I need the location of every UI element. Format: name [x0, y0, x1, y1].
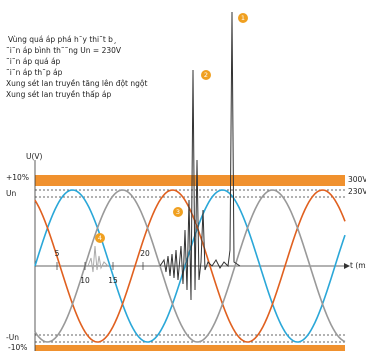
- x-label: t (ms): [350, 261, 366, 270]
- legend-item: Vùng quá áp phá h¯y thi˜t b¸: [8, 35, 117, 44]
- y-label: U(V): [26, 152, 43, 161]
- markers: 1 2 3 4: [95, 13, 248, 243]
- marker-label: 2: [204, 71, 208, 79]
- sine-wave: [34, 189, 346, 343]
- overvoltage-band: [35, 345, 345, 351]
- small-surge: [87, 245, 109, 273]
- level-label: -Un: [6, 333, 19, 342]
- legend-item: Xung sét lan truyền thấp áp: [6, 90, 111, 99]
- ticks: [56, 262, 144, 270]
- legend-item: Xung sét lan truyền tăng lên đột ngột: [6, 79, 147, 88]
- level-label: 300V: [348, 175, 366, 184]
- legend: Vùng quá áp phá h¯y thi˜t b¸ ˜i˜n áp bìn…: [6, 35, 147, 99]
- marker-label: 3: [176, 208, 180, 216]
- legend-item: ˜i˜n áp bình th˜˜ng Un = 230V: [6, 46, 122, 55]
- overvoltage-band: [35, 175, 345, 186]
- marker-label: 1: [241, 14, 245, 22]
- surge: [159, 11, 241, 301]
- tick-label: 15: [108, 276, 118, 285]
- level-label: 230V: [348, 187, 366, 196]
- level-label: +10%: [6, 173, 29, 182]
- marker-label: 4: [98, 234, 102, 242]
- tick-label: 20: [140, 249, 150, 258]
- legend-item: ˜i˜n áp quá áp: [6, 57, 61, 66]
- level-label: -10%: [8, 343, 27, 351]
- legend-item: ˜i˜n áp th˜p áp: [6, 68, 63, 77]
- sine-wave: [34, 189, 346, 343]
- axis-arrow: [344, 263, 350, 269]
- tick-label: 5: [55, 249, 60, 258]
- tick-label: 10: [80, 276, 90, 285]
- level-label: Un: [6, 189, 16, 198]
